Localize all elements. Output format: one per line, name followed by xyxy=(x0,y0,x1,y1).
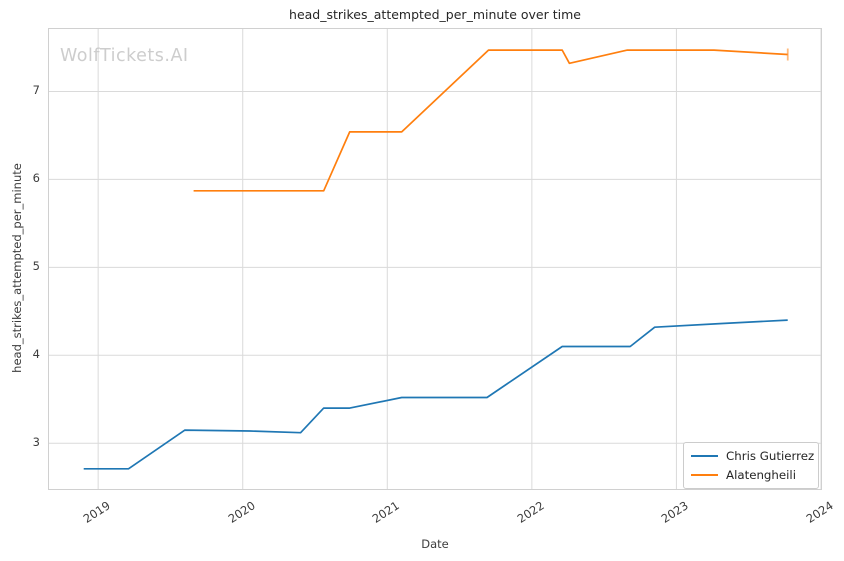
chart-title: head_strikes_attempted_per_minute over t… xyxy=(289,7,581,22)
x-tick-label: 2020 xyxy=(225,498,258,526)
x-tick-label: 2024 xyxy=(803,498,836,526)
x-axis-label: Date xyxy=(421,537,449,551)
legend-item-alatengheili: Alatengheili xyxy=(691,467,810,483)
x-tick-label: 2019 xyxy=(80,498,113,526)
y-tick-label: 7 xyxy=(32,83,40,98)
legend-line-swatch-blue xyxy=(691,455,718,457)
legend-item-chris-gutierrez: Chris Gutierrez xyxy=(691,448,814,464)
x-tick-label: 2023 xyxy=(659,498,692,526)
y-tick-label: 3 xyxy=(32,435,40,450)
series-line-alatengheili xyxy=(193,49,788,192)
legend-label: Alatengheili xyxy=(726,468,796,482)
legend-line-swatch-orange xyxy=(691,474,718,476)
chart-canvas xyxy=(49,29,821,489)
y-tick-label: 6 xyxy=(32,171,40,186)
x-tick-label: 2022 xyxy=(514,498,547,526)
y-tick-label: 4 xyxy=(32,347,40,362)
plot-area xyxy=(48,28,822,490)
watermark-text: WolfTickets.AI xyxy=(60,46,189,66)
y-tick-label: 5 xyxy=(32,259,40,274)
series-line-chris-gutierrez xyxy=(83,319,788,470)
legend-label: Chris Gutierrez xyxy=(726,449,815,463)
x-tick-label: 2021 xyxy=(369,498,403,526)
legend: Chris Gutierrez Alatengheili xyxy=(683,442,819,489)
